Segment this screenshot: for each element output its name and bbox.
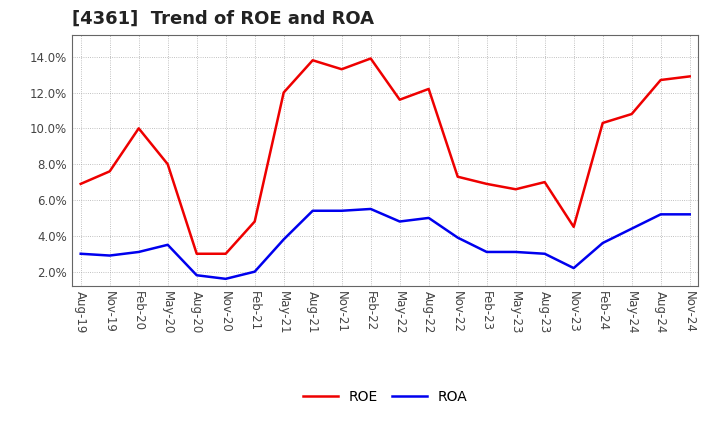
ROE [657, 77, 665, 83]
ROA [511, 249, 520, 255]
ROE [308, 58, 317, 63]
ROE [366, 56, 375, 61]
Line: ROA: ROA [81, 209, 690, 279]
ROE [163, 161, 172, 167]
ROE [424, 86, 433, 92]
ROA [135, 249, 143, 255]
ROA [395, 219, 404, 224]
ROA [105, 253, 114, 258]
ROE [192, 251, 201, 257]
ROA [454, 235, 462, 240]
Text: [4361]  Trend of ROE and ROA: [4361] Trend of ROE and ROA [72, 10, 374, 28]
ROE [482, 181, 491, 187]
ROA [657, 212, 665, 217]
ROE [598, 120, 607, 125]
ROA [163, 242, 172, 247]
ROA [570, 265, 578, 271]
Legend: ROE, ROA: ROE, ROA [297, 385, 473, 410]
ROE [685, 74, 694, 79]
ROE [251, 219, 259, 224]
ROE [221, 251, 230, 257]
ROA [627, 226, 636, 231]
ROA [76, 251, 85, 257]
ROE [570, 224, 578, 230]
ROA [482, 249, 491, 255]
ROE [338, 66, 346, 72]
ROE [511, 187, 520, 192]
ROE [454, 174, 462, 180]
ROA [308, 208, 317, 213]
ROA [251, 269, 259, 274]
ROA [221, 276, 230, 282]
ROE [135, 126, 143, 131]
ROE [627, 111, 636, 117]
ROA [338, 208, 346, 213]
Line: ROE: ROE [81, 59, 690, 254]
ROA [279, 237, 288, 242]
ROA [366, 206, 375, 212]
ROA [541, 251, 549, 257]
ROE [395, 97, 404, 103]
ROA [685, 212, 694, 217]
ROA [598, 240, 607, 246]
ROE [76, 181, 85, 187]
ROA [424, 215, 433, 220]
ROA [192, 273, 201, 278]
ROE [541, 180, 549, 185]
ROE [279, 90, 288, 95]
ROE [105, 169, 114, 174]
